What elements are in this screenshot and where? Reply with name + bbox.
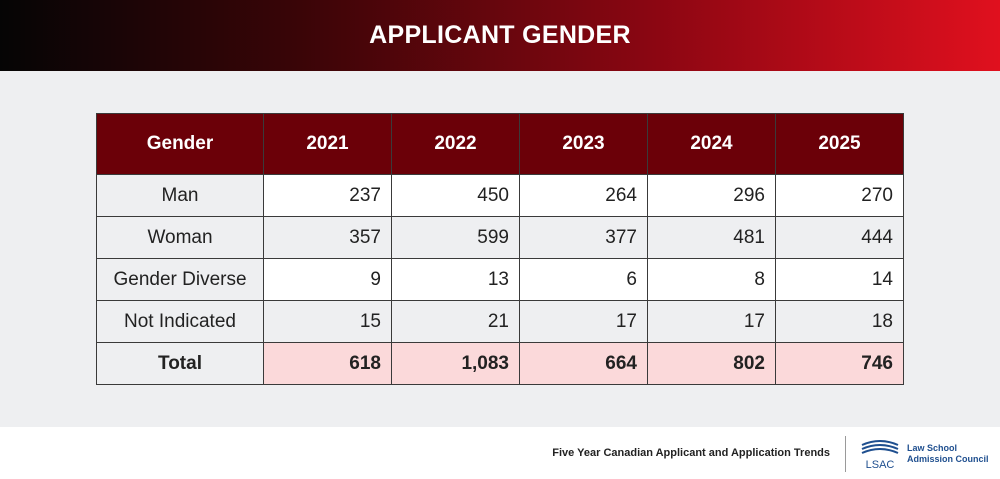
row-label: Total <box>96 342 264 385</box>
table-cell: 18 <box>775 300 904 343</box>
table-cell: 21 <box>391 300 520 343</box>
column-header: 2025 <box>775 113 904 175</box>
page-footer: Five Year Canadian Applicant and Applica… <box>0 427 1000 479</box>
page-header: APPLICANT GENDER <box>0 0 1000 71</box>
footer-divider <box>845 436 846 472</box>
table-cell: 450 <box>391 174 520 217</box>
logo-org-line: Law School <box>907 443 958 453</box>
table-cell: 444 <box>775 216 904 259</box>
total-cell: 1,083 <box>391 342 520 385</box>
footer-caption: Five Year Canadian Applicant and Applica… <box>552 447 830 459</box>
table-cell: 237 <box>263 174 392 217</box>
total-cell: 802 <box>647 342 776 385</box>
gender-table: Gender 2021 2022 2023 2024 2025 Man 237 … <box>96 113 904 385</box>
total-row: Total 618 1,083 664 802 746 <box>96 342 904 385</box>
table-cell: 17 <box>647 300 776 343</box>
table-cell: 296 <box>647 174 776 217</box>
row-label: Not Indicated <box>96 300 264 343</box>
table-row: Not Indicated 15 21 17 17 18 <box>96 300 904 343</box>
table-cell: 357 <box>263 216 392 259</box>
row-label: Gender Diverse <box>96 258 264 301</box>
logo-mark: LSAC <box>866 459 895 471</box>
table-cell: 13 <box>391 258 520 301</box>
table-cell: 599 <box>391 216 520 259</box>
table-header-row: Gender 2021 2022 2023 2024 2025 <box>96 113 904 175</box>
table-cell: 264 <box>519 174 648 217</box>
column-header: 2023 <box>519 113 648 175</box>
table-cell: 8 <box>647 258 776 301</box>
table-cell: 377 <box>519 216 648 259</box>
main-content: Gender 2021 2022 2023 2024 2025 Man 237 … <box>0 71 1000 427</box>
column-header: 2021 <box>263 113 392 175</box>
row-label: Woman <box>96 216 264 259</box>
table-cell: 17 <box>519 300 648 343</box>
column-header: 2024 <box>647 113 776 175</box>
table-cell: 14 <box>775 258 904 301</box>
table-row: Gender Diverse 9 13 6 8 14 <box>96 258 904 301</box>
table-row: Woman 357 599 377 481 444 <box>96 216 904 259</box>
total-cell: 746 <box>775 342 904 385</box>
table-cell: 9 <box>263 258 392 301</box>
table-row: Man 237 450 264 296 270 <box>96 174 904 217</box>
page-title: APPLICANT GENDER <box>369 21 631 49</box>
table-cell: 270 <box>775 174 904 217</box>
column-header: Gender <box>96 113 264 175</box>
total-cell: 618 <box>263 342 392 385</box>
logo-org-name: Law School Admission Council <box>907 443 989 465</box>
table-cell: 15 <box>263 300 392 343</box>
total-cell: 664 <box>519 342 648 385</box>
table-cell: 481 <box>647 216 776 259</box>
row-label: Man <box>96 174 264 217</box>
logo-org-line: Admission Council <box>907 454 989 464</box>
column-header: 2022 <box>391 113 520 175</box>
lsac-logo-icon: LSAC <box>861 440 899 471</box>
table-cell: 6 <box>519 258 648 301</box>
